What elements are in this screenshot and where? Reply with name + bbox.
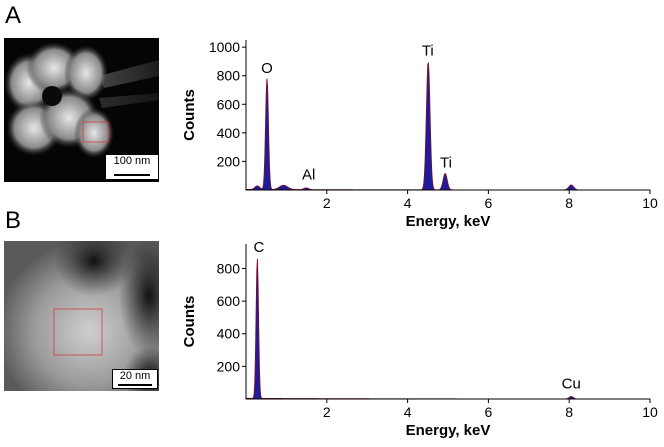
x-tick-label: 10 [642, 195, 658, 211]
scalebar-a-line [114, 174, 150, 176]
x-tick-label: 10 [642, 404, 658, 420]
scalebar-b-label: 20 nm [119, 370, 151, 382]
x-tick-label: 8 [565, 195, 573, 211]
scalebar-b-line [118, 384, 152, 386]
x-axis-title: Energy, keV [406, 213, 491, 230]
x-axis-title: Energy, keV [406, 422, 491, 439]
scalebar-a-label: 100 nm [113, 155, 151, 167]
region-of-interest-b [53, 308, 103, 356]
eds-spectrum-a: 200 400 600 800 1000 2 4 6 8 10 Counts Energy, keV O… [181, 39, 658, 230]
y-tick-label: 1000 [209, 39, 240, 55]
x-tick-label: 2 [323, 195, 331, 211]
y-tick-label: 600 [217, 96, 241, 112]
spectrum-area [245, 258, 651, 400]
micrograph-a-image [4, 38, 159, 182]
y-tick-label: 200 [217, 358, 241, 374]
y-tick-label: 200 [217, 153, 241, 169]
panel-letter-b: B [5, 207, 22, 234]
panel-letter-a: A [5, 2, 22, 29]
x-tick-label: 6 [485, 195, 493, 211]
y-tick-label: 400 [217, 326, 241, 342]
y-tick-label: 600 [217, 293, 241, 309]
peak-label: Cu [562, 375, 581, 392]
micrograph-b: 20 nm [4, 241, 159, 391]
peak-label: C [254, 239, 265, 256]
y-tick-label: 800 [217, 68, 241, 84]
x-tick-label: 8 [565, 404, 573, 420]
eds-spectrum-b: 200 400 600 800 2 4 6 8 10 Counts Energy, keV C Cu [181, 239, 658, 439]
peak-label: O [261, 60, 273, 77]
y-tick-label: 400 [217, 125, 241, 141]
y-tick-label: 800 [217, 260, 241, 276]
micrograph-a: 100 nm [4, 38, 159, 182]
y-axis-title: Counts [181, 296, 198, 348]
peak-label: Ti [440, 154, 452, 171]
scalebar-a: 100 nm [105, 154, 159, 180]
x-tick-label: 2 [323, 404, 331, 420]
y-axis-title: Counts [181, 89, 198, 141]
peak-label: Al [302, 167, 315, 184]
region-of-interest-a [82, 121, 109, 143]
peak-label: Ti [422, 43, 434, 60]
x-tick-label: 4 [404, 195, 412, 211]
x-tick-label: 4 [404, 404, 412, 420]
scalebar-b: 20 nm [112, 369, 158, 389]
x-tick-label: 6 [485, 404, 493, 420]
